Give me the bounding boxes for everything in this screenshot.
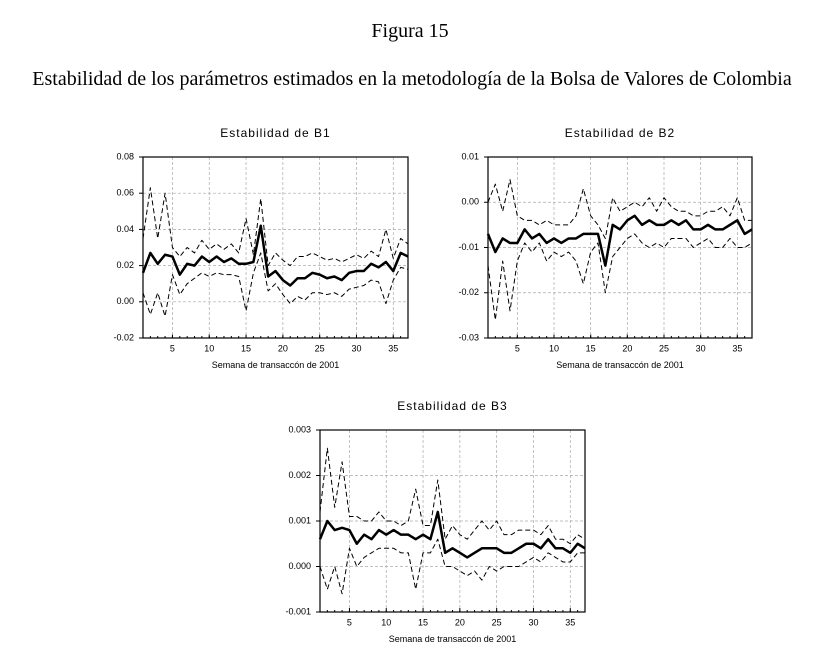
x-tick-label: 35: [388, 343, 398, 353]
x-tick-label: 35: [565, 617, 575, 627]
x-tick-label: 5: [347, 617, 352, 627]
y-tick-label: 0.00: [116, 296, 134, 306]
x-tick-label: 10: [381, 617, 391, 627]
plot-frame: [319, 429, 586, 613]
x-tick-label: 30: [528, 617, 538, 627]
y-tick-label: 0.02: [116, 260, 134, 270]
series-line: [319, 447, 586, 545]
chart-title: Estabilidad de B1: [220, 126, 330, 140]
series-line: [141, 224, 409, 287]
y-tick-label: 0.00: [461, 197, 479, 207]
x-tick-label: 20: [455, 617, 465, 627]
chart-title: Estabilidad de B2: [565, 126, 675, 140]
x-tick-label: 15: [418, 617, 428, 627]
y-tick-label: -0.001: [285, 606, 311, 616]
x-tick-label: 15: [586, 343, 596, 353]
x-tick-label: 5: [170, 343, 175, 353]
figure-title: Estabilidad de los parámetros estimados …: [32, 68, 792, 90]
y-tick-label: 0.06: [116, 188, 134, 198]
series-line: [486, 214, 753, 267]
y-tick-label: 0.003: [288, 424, 311, 434]
y-tick-label: 0.04: [116, 224, 134, 234]
x-axis-label: Semana de transaccón de 2001: [212, 360, 340, 370]
series-line: [142, 252, 409, 317]
y-tick-label: 0.01: [461, 151, 479, 161]
x-tick-label: 25: [492, 617, 502, 627]
x-axis-label: Semana de transaccón de 2001: [389, 634, 517, 644]
x-tick-label: 35: [732, 343, 742, 353]
x-tick-label: 10: [204, 343, 214, 353]
series-line: [318, 510, 586, 559]
chart-title: Estabilidad de B3: [397, 399, 507, 413]
y-tick-label: 0.001: [288, 515, 311, 525]
y-tick-label: 0.08: [116, 151, 134, 161]
series-line: [319, 538, 585, 595]
y-tick-label: -0.02: [458, 287, 479, 297]
series-line: [142, 187, 409, 267]
x-tick-label: 5: [515, 343, 520, 353]
y-tick-label: 0.000: [288, 561, 311, 571]
x-tick-label: 15: [241, 343, 251, 353]
x-tick-label: 30: [351, 343, 361, 353]
plot-frame: [487, 156, 753, 339]
x-tick-label: 20: [622, 343, 632, 353]
x-tick-label: 25: [315, 343, 325, 353]
x-tick-label: 20: [278, 343, 288, 353]
y-tick-label: -0.03: [458, 332, 479, 342]
y-tick-label: -0.01: [458, 242, 479, 252]
figure-label: Figura 15: [371, 20, 448, 42]
series-line: [487, 233, 753, 321]
x-axis-label: Semana de transaccón de 2001: [556, 360, 684, 370]
y-tick-label: 0.002: [288, 470, 311, 480]
plot-frame: [142, 156, 409, 339]
x-tick-label: 25: [659, 343, 669, 353]
x-tick-label: 10: [549, 343, 559, 353]
x-tick-label: 30: [696, 343, 706, 353]
y-tick-label: -0.02: [113, 332, 134, 342]
